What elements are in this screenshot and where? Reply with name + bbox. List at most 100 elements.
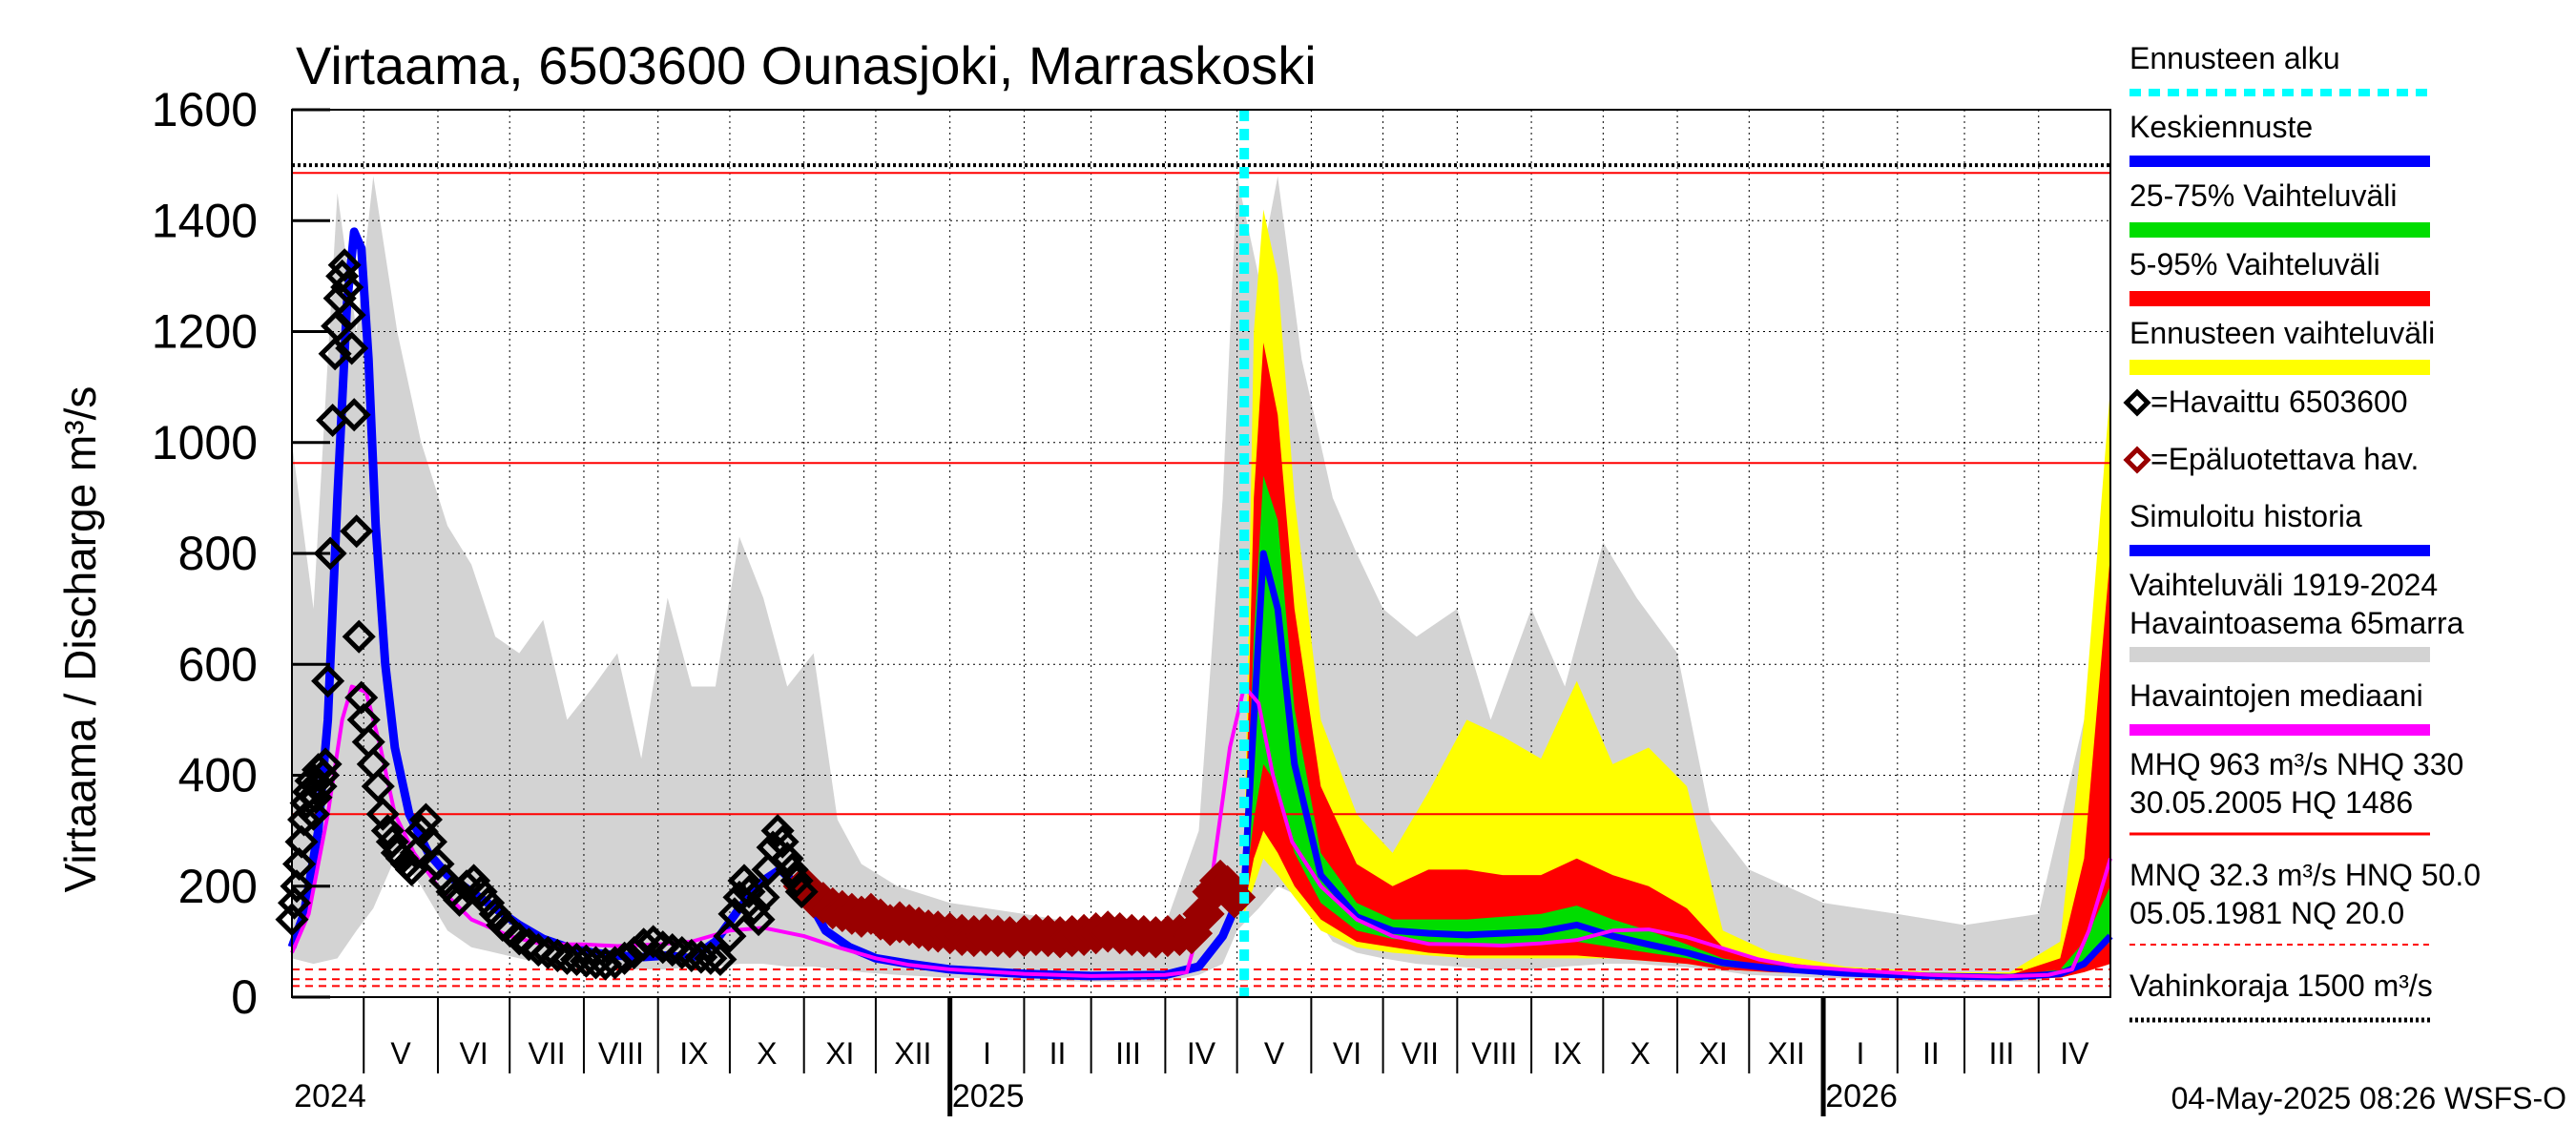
timestamp: 04-May-2025 08:26 WSFS-O <box>2171 1081 2566 1115</box>
month-label: I <box>983 1036 991 1071</box>
observed-marker <box>675 938 709 972</box>
y-axis-ticks: 0 200 400 600 800 1000 1200 1400 1600 <box>152 83 330 1024</box>
year-label: 2024 <box>294 1078 366 1114</box>
month-label: VI <box>459 1036 488 1071</box>
observed-marker <box>471 885 506 920</box>
observed-marker <box>746 880 780 914</box>
y-tick-label: 400 <box>178 749 258 802</box>
range-5-95-band <box>1244 343 2110 979</box>
observed-marker <box>311 664 345 698</box>
observed-marker <box>365 797 400 831</box>
month-label: V <box>1264 1036 1285 1071</box>
observed-marker <box>655 933 690 968</box>
observed-marker <box>684 940 718 974</box>
legend-label: =Epäluotettava hav. <box>2150 442 2419 476</box>
observed-marker <box>775 852 809 886</box>
month-label: XI <box>825 1036 854 1071</box>
x-axis: V VI VII VIII IX X XI XII I II III IV V VI VII VIII IX X X… <box>292 996 2110 1116</box>
observed-marker <box>765 824 800 859</box>
observed-marker <box>646 930 680 965</box>
month-label: VII <box>529 1036 566 1071</box>
legend-label-line2: 05.05.1981 NQ 20.0 <box>2129 896 2404 930</box>
y-tick-label: 1600 <box>152 83 258 136</box>
observed-marker <box>784 875 819 909</box>
legend: Ennusteen alku Keskiennuste 25-75% Vaihtel… <box>2123 41 2481 1023</box>
legend-label: Vahinkoraja 1500 m³/s <box>2129 968 2433 1003</box>
observed-marker <box>665 935 699 970</box>
year-label: 2026 <box>1825 1078 1898 1114</box>
observed-marker <box>332 298 366 332</box>
legend-label-line2: 30.05.2005 HQ 1486 <box>2129 785 2413 820</box>
observed-marker <box>727 864 761 898</box>
legend-label: Ennusteen alku <box>2129 41 2340 75</box>
month-label: II <box>1049 1036 1067 1071</box>
observed-marker <box>530 935 565 970</box>
observed-marker <box>313 536 347 571</box>
month-label: VIII <box>598 1036 644 1071</box>
observed-marker <box>297 797 331 831</box>
observed-marker <box>608 941 642 975</box>
legend-label: 5-95% Vaihteluväli <box>2129 247 2380 281</box>
legend-label-line2: Havaintoasema 65marra <box>2129 606 2464 640</box>
y-tick-label: 800 <box>178 527 258 580</box>
month-label: IX <box>679 1036 708 1071</box>
plot-area <box>275 109 2113 998</box>
observed-marker <box>550 941 584 975</box>
month-label: I <box>1856 1036 1864 1071</box>
y-tick-label: 1400 <box>152 194 258 247</box>
year-label: 2025 <box>952 1078 1025 1114</box>
observed-marker <box>308 747 343 781</box>
observed-marker <box>318 337 352 371</box>
month-label: IX <box>1553 1036 1582 1071</box>
observed-marker <box>361 769 395 803</box>
observed-marker <box>370 814 405 848</box>
observed-marker <box>427 864 463 898</box>
observed-marker <box>330 270 364 304</box>
y-axis-label: Virtaama / Discharge m³/s <box>55 386 105 893</box>
observed-marker <box>559 942 593 977</box>
month-label: XII <box>1768 1036 1805 1071</box>
observed-marker <box>457 864 491 898</box>
observed-marker <box>280 869 314 904</box>
month-label: IV <box>2060 1036 2089 1071</box>
forecast-envelope-band <box>1244 209 2110 979</box>
legend-label: MNQ 32.3 m³/s HNQ 50.0 <box>2129 858 2481 892</box>
month-label: XI <box>1699 1036 1728 1071</box>
month-label: V <box>390 1036 411 1071</box>
observed-marker <box>337 398 371 432</box>
observed-marker <box>335 331 369 365</box>
month-label: III <box>1115 1036 1141 1071</box>
observed-marker <box>617 935 652 970</box>
observed-marker <box>321 309 355 344</box>
month-label: II <box>1922 1036 1940 1071</box>
observed-marker <box>713 919 747 953</box>
observed-marker <box>287 802 322 837</box>
legend-label: MHQ 963 m³/s NHQ 330 <box>2129 747 2463 781</box>
observed-marker <box>478 897 512 931</box>
y-tick-label: 0 <box>231 970 258 1024</box>
observed-marker <box>760 814 795 848</box>
month-label: X <box>1631 1036 1651 1071</box>
observed-marker <box>540 938 574 972</box>
month-label: VII <box>1402 1036 1439 1071</box>
observed-marker <box>627 927 661 962</box>
y-tick-label: 200 <box>178 860 258 913</box>
observed-marker <box>737 891 771 926</box>
observed-marker <box>770 842 804 876</box>
legend-label: Ennusteen vaihteluväli <box>2129 316 2435 350</box>
observed-marker <box>277 885 312 920</box>
chart-title: Virtaama, 6503600 Ounasjoki, Marraskoski <box>296 35 1317 95</box>
observed-marker <box>569 944 604 978</box>
observed-marker <box>751 852 785 886</box>
observed-marker <box>521 933 555 968</box>
observed-marker <box>694 941 728 975</box>
month-label: XII <box>894 1036 931 1071</box>
observed-marker <box>779 864 814 898</box>
legend-label: Havaintojen mediaani <box>2129 678 2423 713</box>
month-label: X <box>757 1036 777 1071</box>
legend-label: Simuloitu historia <box>2129 499 2362 533</box>
legend-label: 25-75% Vaihteluväli <box>2129 178 2397 213</box>
month-label: III <box>1989 1036 2015 1071</box>
legend-label: =Havaittu 6503600 <box>2150 385 2408 419</box>
